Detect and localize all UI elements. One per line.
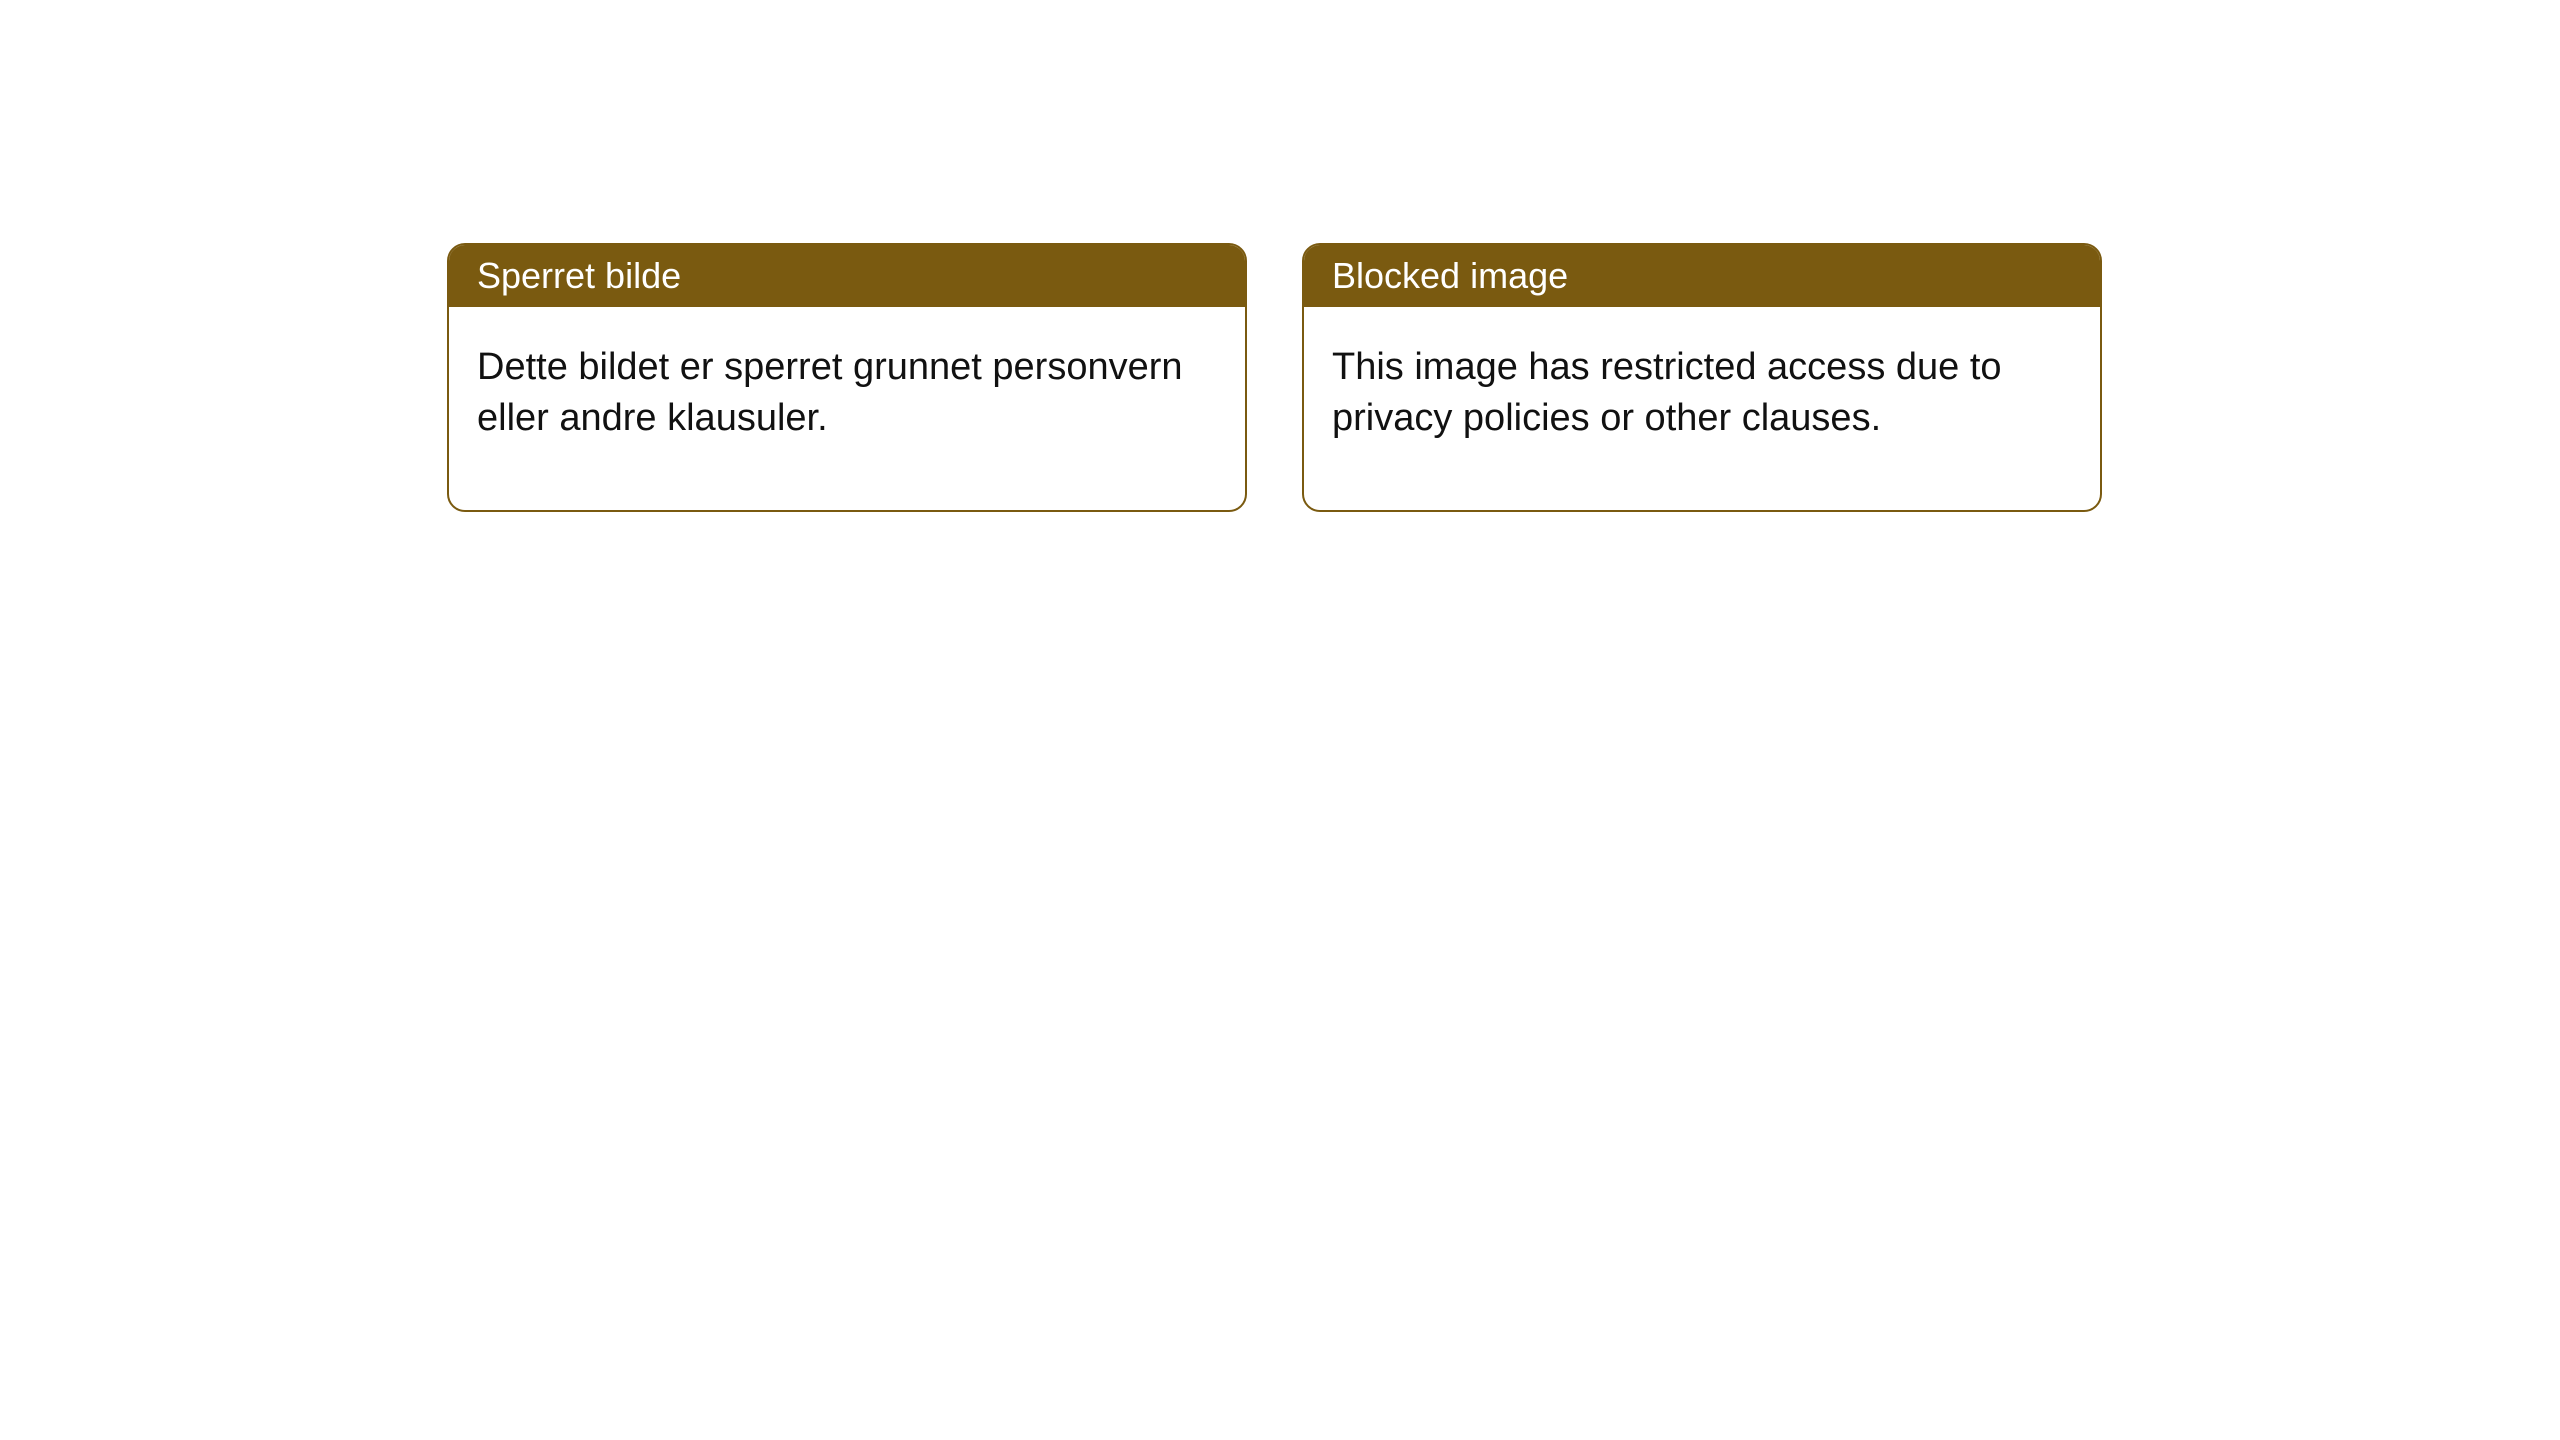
card-header: Blocked image: [1304, 245, 2100, 307]
card-body: Dette bildet er sperret grunnet personve…: [449, 307, 1245, 510]
notice-card-norwegian: Sperret bilde Dette bildet er sperret gr…: [447, 243, 1247, 512]
card-body: This image has restricted access due to …: [1304, 307, 2100, 510]
notice-card-english: Blocked image This image has restricted …: [1302, 243, 2102, 512]
notice-container: Sperret bilde Dette bildet er sperret gr…: [447, 243, 2560, 512]
card-header: Sperret bilde: [449, 245, 1245, 307]
